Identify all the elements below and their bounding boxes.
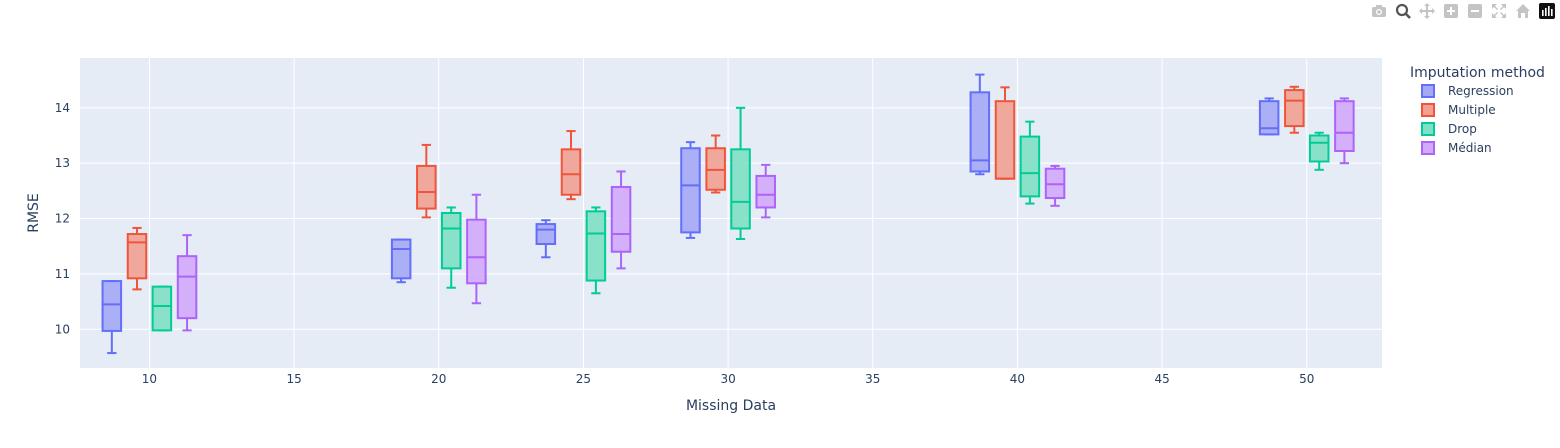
- x-tick-label: 15: [286, 372, 301, 386]
- box[interactable]: [730, 106, 751, 241]
- box[interactable]: [585, 206, 607, 295]
- plotly-logo-icon[interactable]: [1538, 2, 1556, 20]
- legend-label: Multiple: [1448, 103, 1496, 117]
- box[interactable]: [1044, 164, 1066, 207]
- legend: Imputation method Regression Multiple Drop…: [1410, 65, 1545, 155]
- box[interactable]: [416, 143, 437, 219]
- box-iqr: [585, 210, 607, 282]
- box-iqr: [101, 280, 123, 332]
- box-iqr: [1334, 100, 1355, 153]
- box-iqr: [969, 91, 991, 173]
- box-iqr: [610, 185, 632, 253]
- box[interactable]: [176, 234, 198, 332]
- legend-title: Imputation method: [1410, 65, 1545, 81]
- legend-label: Médian: [1448, 141, 1492, 155]
- box[interactable]: [969, 73, 991, 176]
- box-iqr: [560, 148, 582, 196]
- box-iqr: [680, 147, 701, 234]
- box-iqr: [176, 255, 198, 320]
- y-tick-label: 13: [55, 156, 70, 170]
- x-tick-label: 45: [1154, 372, 1169, 386]
- box[interactable]: [390, 238, 412, 284]
- box-iqr: [1284, 89, 1305, 128]
- zoom-in-icon[interactable]: [1442, 2, 1460, 20]
- box[interactable]: [466, 193, 487, 305]
- box[interactable]: [680, 141, 701, 239]
- box-iqr: [1258, 100, 1280, 136]
- legend-item-drop[interactable]: Drop: [1421, 122, 1477, 136]
- box[interactable]: [1308, 131, 1330, 171]
- x-tick-label: 25: [576, 372, 591, 386]
- box[interactable]: [1334, 97, 1355, 165]
- box[interactable]: [755, 163, 776, 219]
- box[interactable]: [610, 170, 632, 270]
- x-axis-ticks: 10 15 20 25 30 35 40 45 50: [142, 372, 1315, 386]
- y-axis-title: RMSE: [26, 193, 42, 233]
- autoscale-icon[interactable]: [1490, 2, 1508, 20]
- box-iqr: [535, 223, 557, 245]
- series-drop: [151, 106, 1330, 332]
- box-iqr: [730, 148, 751, 230]
- box-iqr: [390, 238, 412, 280]
- legend-label: Regression: [1448, 84, 1514, 98]
- box[interactable]: [101, 280, 123, 355]
- legend-item-multiple[interactable]: Multiple: [1421, 103, 1496, 117]
- box-iqr: [466, 218, 487, 285]
- x-tick-label: 30: [720, 372, 735, 386]
- y-axis-ticks: 10 11 12 13 14: [55, 101, 70, 336]
- legend-swatch: [1421, 103, 1435, 117]
- x-axis-title: Missing Data: [686, 398, 776, 414]
- legend-swatch: [1421, 122, 1435, 136]
- box-iqr: [151, 285, 173, 332]
- box-iqr: [126, 233, 148, 280]
- y-tick-label: 12: [55, 212, 70, 226]
- x-tick-label: 35: [865, 372, 880, 386]
- legend-swatch: [1421, 84, 1435, 98]
- series-multiple: [126, 85, 1305, 291]
- box-traces: [101, 73, 1355, 355]
- zoom-out-icon[interactable]: [1466, 2, 1484, 20]
- pan-icon[interactable]: [1418, 2, 1436, 20]
- y-tick-label: 10: [55, 322, 70, 336]
- x-tick-label: 20: [431, 372, 446, 386]
- box[interactable]: [535, 219, 557, 259]
- box-iqr: [416, 164, 437, 210]
- camera-icon[interactable]: [1370, 2, 1388, 20]
- x-tick-label: 50: [1299, 372, 1314, 386]
- box[interactable]: [440, 206, 462, 289]
- box[interactable]: [560, 130, 582, 201]
- y-tick-label: 14: [55, 101, 70, 115]
- box[interactable]: [1284, 85, 1305, 134]
- series-regression: [101, 73, 1280, 355]
- home-icon[interactable]: [1514, 2, 1532, 20]
- box[interactable]: [994, 86, 1016, 180]
- legend-item-médian[interactable]: Médian: [1421, 141, 1492, 155]
- legend-label: Drop: [1448, 122, 1477, 136]
- legend-swatch: [1421, 141, 1435, 155]
- box[interactable]: [705, 134, 726, 194]
- box-iqr: [994, 100, 1016, 180]
- modebar: [1370, 2, 1556, 20]
- box-iqr: [1308, 134, 1330, 163]
- box[interactable]: [126, 226, 148, 291]
- zoom-icon[interactable]: [1394, 2, 1412, 20]
- legend-item-regression[interactable]: Regression: [1421, 84, 1514, 98]
- box-iqr: [755, 174, 776, 209]
- x-tick-label: 40: [1010, 372, 1025, 386]
- x-tick-label: 10: [142, 372, 157, 386]
- series-médian: [176, 97, 1355, 332]
- box[interactable]: [151, 285, 173, 332]
- y-tick-label: 11: [55, 267, 70, 281]
- box[interactable]: [1258, 97, 1280, 136]
- box-iqr: [440, 212, 462, 270]
- box-iqr: [1019, 135, 1041, 198]
- box[interactable]: [1019, 120, 1041, 205]
